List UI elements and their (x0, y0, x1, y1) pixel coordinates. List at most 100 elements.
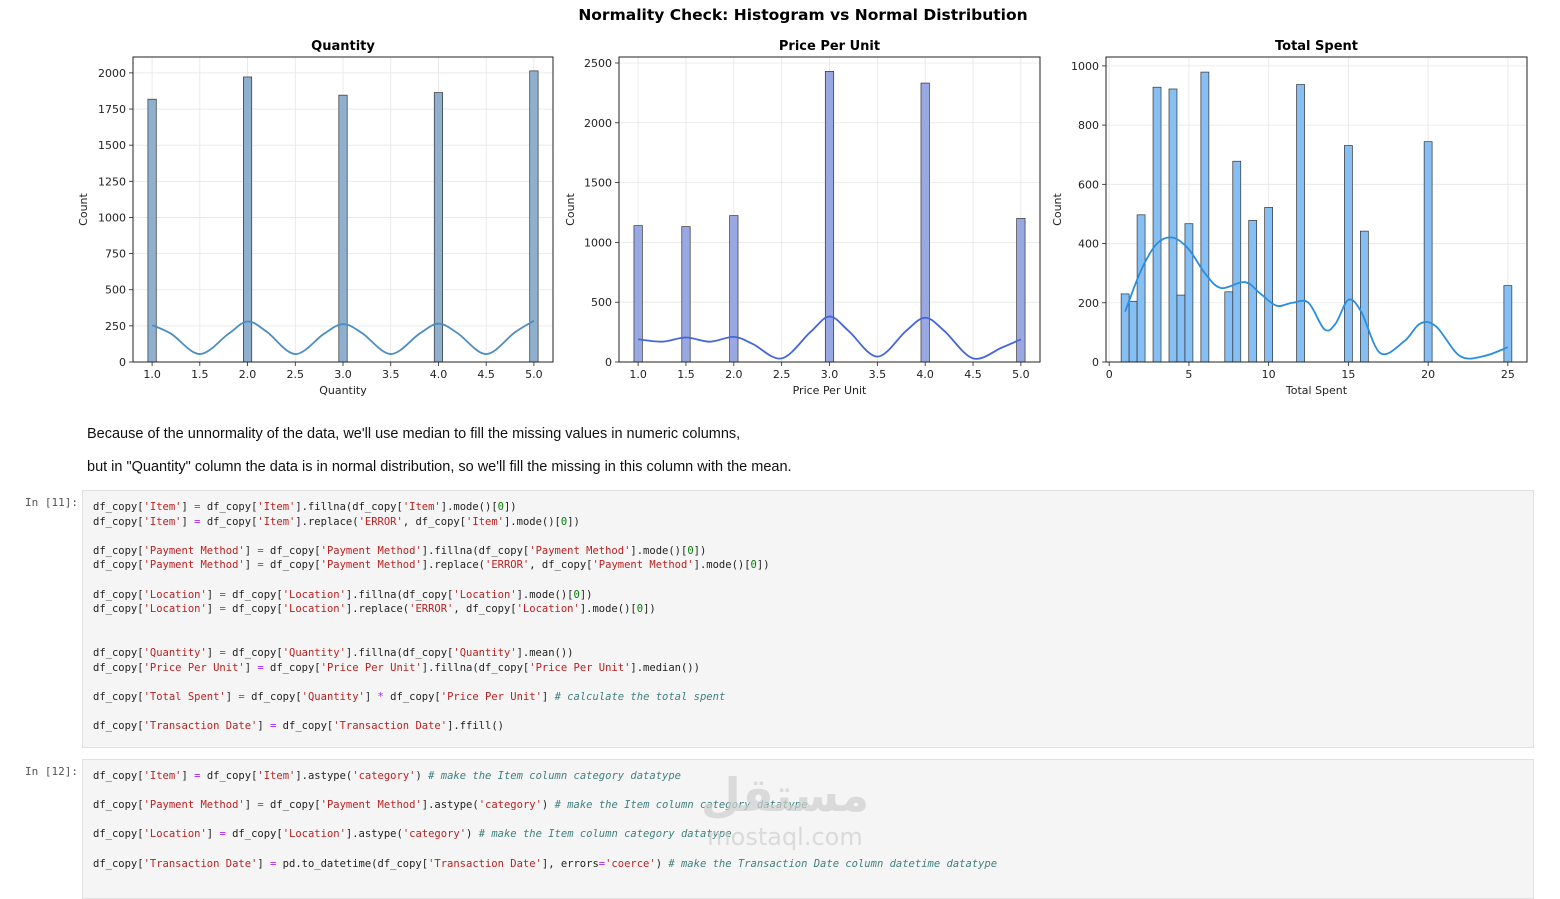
code-blank-line (93, 675, 1523, 690)
histogram-bar (1136, 214, 1146, 363)
y-tick-label: 2500 (584, 57, 612, 70)
x-axis-label: Quantity (319, 384, 367, 397)
x-tick-label: 2.5 (773, 368, 791, 381)
y-tick-label: 1250 (98, 175, 126, 188)
code-line: df_copy['Item'] = df_copy['Item'].replac… (93, 515, 580, 528)
code-line: df_copy['Location'] = df_copy['Location'… (93, 828, 732, 841)
histogram-bar (824, 71, 835, 363)
code-blank-line (93, 842, 1523, 857)
figure-suptitle: Normality Check: Histogram vs Normal Dis… (578, 6, 1027, 24)
code-blank-line (93, 617, 1523, 632)
chart-panel: 1.0 1.5 2.0 2.5 3.0 3.5 4.0 4.5 5.0 0 500 1000 1500 2… (564, 39, 1041, 397)
x-tick-label: 0 (1106, 368, 1113, 381)
code-line: df_copy['Total Spent'] = df_copy['Quanti… (93, 690, 726, 703)
y-tick-label: 250 (105, 320, 126, 333)
y-tick-label: 1000 (98, 211, 126, 224)
x-tick-label: 4.5 (477, 368, 495, 381)
code-line: df_copy['Transaction Date'] = df_copy['T… (93, 719, 504, 732)
code-line: df_copy['Price Per Unit'] = df_copy['Pri… (93, 661, 700, 674)
x-tick-label: 4.0 (430, 368, 448, 381)
histogram-bar (1503, 285, 1513, 363)
cell-prompt: In [12]: (25, 765, 78, 778)
histogram-bar (1248, 220, 1258, 363)
x-tick-label: 4.5 (964, 368, 982, 381)
axes-frame (1105, 56, 1528, 363)
y-tick-label: 0 (1092, 356, 1099, 369)
normality-check-figure: Normality Check: Histogram vs Normal Dis… (77, 6, 1528, 397)
y-axis-label: Count (77, 192, 90, 225)
x-axis-label: Total Spent (1285, 384, 1348, 397)
chart-title: Price Per Unit (779, 39, 880, 54)
x-tick-label: 5 (1185, 368, 1192, 381)
code-line: df_copy['Location'] = df_copy['Location'… (93, 588, 593, 601)
y-axis-label: Count (1051, 192, 1064, 225)
code-line: df_copy['Item'] = df_copy['Item'].astype… (93, 770, 681, 782)
histogram-bar (1344, 145, 1353, 363)
histogram-bar (1168, 88, 1178, 363)
x-tick-label: 3.5 (869, 368, 887, 381)
histogram-bar (1423, 141, 1433, 363)
x-axis-label: Price Per Unit (793, 384, 867, 397)
code-line: df_copy['Payment Method'] = df_copy['Pay… (93, 559, 770, 572)
histogram-bar (1176, 294, 1186, 363)
histogram-bar (338, 94, 348, 363)
x-tick-label: 25 (1501, 368, 1515, 381)
x-tick-label: 5.0 (1012, 368, 1030, 381)
histogram-bar (1184, 223, 1194, 363)
markdown-line-1: Because of the unnormality of the data, … (87, 426, 741, 442)
code-line: df_copy['Payment Method'] = df_copy['Pay… (93, 544, 707, 557)
y-tick-label: 2000 (98, 67, 126, 80)
histogram-bar (633, 225, 643, 363)
y-tick-label: 500 (591, 296, 612, 309)
chart-panel: 0 5 10 15 20 25 0 200 400 600 800 1000 Total Spent To… (1051, 39, 1528, 397)
y-tick-label: 750 (105, 248, 126, 261)
x-tick-label: 1.0 (629, 368, 647, 381)
histogram-bar (1152, 86, 1162, 363)
histogram-bar (242, 76, 253, 363)
x-tick-label: 15 (1341, 368, 1355, 381)
code-blank-line (93, 529, 1523, 544)
kde-line (638, 315, 1022, 360)
y-tick-label: 1500 (98, 139, 126, 152)
x-tick-label: 1.5 (677, 368, 695, 381)
code-cell[interactable]: df_copy['Item'] = df_copy['Item'].fillna… (82, 490, 1534, 748)
histogram-bar (529, 70, 539, 363)
x-tick-label: 3.0 (334, 368, 352, 381)
y-tick-label: 0 (119, 356, 126, 369)
code-line: df_copy['Quantity'] = df_copy['Quantity'… (93, 646, 574, 659)
code-blank-line (93, 784, 1523, 799)
histogram-bar (1200, 71, 1210, 363)
histogram-bar (1224, 291, 1234, 363)
histogram-bar (729, 215, 739, 363)
y-tick-label: 600 (1078, 178, 1099, 191)
chart-title: Total Spent (1275, 39, 1358, 54)
code-cell[interactable]: df_copy['Item'] = df_copy['Item'].astype… (82, 759, 1534, 899)
x-tick-label: 3.0 (821, 368, 839, 381)
histogram-bar (1264, 207, 1273, 363)
histogram-bar (1360, 230, 1369, 363)
code-blank-line (93, 704, 1523, 719)
code-line: df_copy['Payment Method'] = df_copy['Pay… (93, 799, 808, 812)
y-tick-label: 200 (1078, 297, 1099, 310)
y-tick-label: 800 (1078, 119, 1099, 132)
code-blank-line (93, 631, 1523, 646)
histogram-bar (1296, 84, 1305, 363)
code-line: df_copy['Transaction Date'] = pd.to_date… (93, 857, 998, 870)
histogram-bar (433, 92, 444, 363)
y-tick-label: 1500 (584, 177, 612, 190)
x-tick-label: 10 (1262, 368, 1276, 381)
histogram-bar (681, 226, 691, 363)
chart-panel: 1.0 1.5 2.0 2.5 3.0 3.5 4.0 4.5 5.0 0 250 500 750 100… (77, 39, 554, 397)
code-line: df_copy['Location'] = df_copy['Location'… (93, 603, 656, 616)
kde-line (151, 320, 535, 355)
code-blank-line (93, 573, 1523, 588)
histogram-bar (920, 82, 930, 363)
cell-prompt: In [11]: (25, 496, 78, 509)
histogram-bar (1128, 300, 1138, 363)
y-tick-label: 2000 (584, 117, 612, 130)
x-tick-label: 2.0 (725, 368, 743, 381)
histogram-bar (147, 98, 157, 363)
y-tick-label: 500 (105, 284, 126, 297)
kde-line (1124, 236, 1509, 360)
y-tick-label: 1000 (584, 236, 612, 249)
